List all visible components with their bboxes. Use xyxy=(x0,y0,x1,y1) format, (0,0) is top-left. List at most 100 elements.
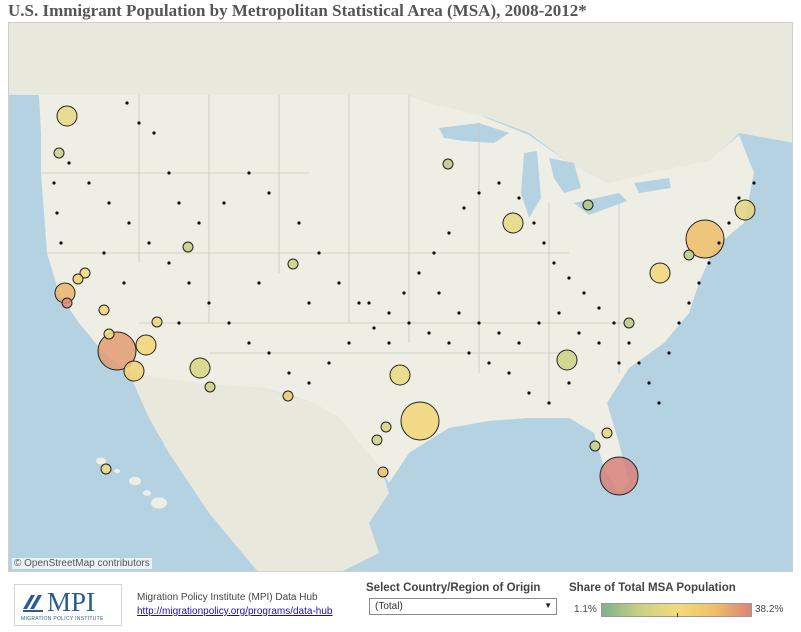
msa-symbol xyxy=(79,267,91,279)
logo-subtitle: MIGRATION POLICY INSTITUTE xyxy=(21,616,104,622)
msa-symbol xyxy=(377,466,389,478)
msa-dot xyxy=(677,321,681,325)
msa-dot xyxy=(697,281,701,285)
msa-symbol xyxy=(683,249,695,261)
data-hub-link[interactable]: http://migrationpolicy.org/programs/data… xyxy=(137,606,333,617)
msa-symbol xyxy=(623,317,635,329)
msa-symbols xyxy=(52,101,756,496)
msa-symbol xyxy=(56,105,78,127)
msa-symbol xyxy=(734,199,756,221)
origin-filter-label: Select Country/Region of Origin xyxy=(366,582,541,594)
map-title: U.S. Immigrant Population by Metropolita… xyxy=(8,1,587,20)
gulf-of-mexico xyxy=(409,418,599,523)
msa-dot xyxy=(167,261,171,265)
msa-dot xyxy=(437,291,441,295)
legend-tick xyxy=(677,613,678,617)
msa-dot xyxy=(582,291,586,295)
map-view[interactable]: © OpenStreetMap contributors xyxy=(8,22,793,572)
msa-dot xyxy=(427,331,431,335)
msa-dot xyxy=(457,311,461,315)
msa-symbol xyxy=(371,434,383,446)
msa-symbol xyxy=(389,364,411,386)
msa-dot xyxy=(127,221,131,225)
hawaii-island xyxy=(151,497,167,509)
msa-dot xyxy=(687,301,691,305)
msa-symbol xyxy=(601,427,613,439)
legend-title: Share of Total MSA Population xyxy=(569,582,736,594)
msa-dot xyxy=(187,281,191,285)
mpi-logo[interactable]: MPI MIGRATION POLICY INSTITUTE xyxy=(14,584,122,626)
msa-dot xyxy=(637,361,641,365)
msa-dot xyxy=(247,341,251,345)
hawaii-island xyxy=(129,476,141,486)
legend-min-value: 1.1% xyxy=(574,604,597,615)
msa-dot xyxy=(507,371,511,375)
msa-dot xyxy=(597,341,601,345)
msa-symbol xyxy=(204,381,216,393)
msa-symbol xyxy=(582,199,594,211)
msa-dot xyxy=(59,241,63,245)
hawaii-island xyxy=(96,457,106,465)
msa-dot xyxy=(67,161,71,165)
msa-dot xyxy=(125,101,129,105)
msa-dot xyxy=(447,231,451,235)
hawaii-island xyxy=(114,468,120,474)
origin-select[interactable]: (Total) ▼ xyxy=(369,598,557,615)
msa-symbol xyxy=(589,440,601,452)
msa-dot xyxy=(467,351,471,355)
chevron-down-icon: ▼ xyxy=(544,601,552,610)
msa-dot xyxy=(567,276,571,280)
msa-dot xyxy=(477,191,481,195)
msa-symbol xyxy=(685,219,725,259)
msa-dot xyxy=(402,291,406,295)
msa-symbol xyxy=(135,334,157,356)
msa-dot xyxy=(317,251,321,255)
us-land xyxy=(39,95,754,493)
mexico-land xyxy=(129,373,389,571)
msa-dot xyxy=(517,196,521,200)
mpi-flag-icon xyxy=(23,595,43,612)
msa-symbol xyxy=(556,349,578,371)
msa-symbol xyxy=(123,360,145,382)
msa-dot xyxy=(447,341,451,345)
msa-dot xyxy=(372,326,376,330)
msa-dot xyxy=(647,381,651,385)
map-attribution[interactable]: © OpenStreetMap contributors xyxy=(12,558,152,569)
msa-dot xyxy=(477,321,481,325)
msa-dot xyxy=(152,131,156,135)
msa-dot xyxy=(387,311,391,315)
msa-dot xyxy=(542,241,546,245)
msa-symbol xyxy=(98,304,110,316)
msa-symbol xyxy=(100,463,112,475)
msa-dot xyxy=(197,221,201,225)
msa-dot xyxy=(417,271,421,275)
msa-dot xyxy=(122,281,126,285)
msa-dot xyxy=(267,351,271,355)
msa-symbol xyxy=(502,212,524,234)
msa-dot xyxy=(177,321,181,325)
msa-dot xyxy=(727,221,731,225)
logo-text: MPI xyxy=(47,587,96,617)
msa-dot xyxy=(567,381,571,385)
lake-ontario xyxy=(634,178,671,193)
msa-symbol xyxy=(599,456,639,496)
msa-dot xyxy=(707,261,711,265)
msa-symbol xyxy=(151,316,163,328)
msa-dot xyxy=(137,121,141,125)
msa-dot xyxy=(667,351,671,355)
msa-dot xyxy=(107,201,111,205)
msa-dot xyxy=(487,361,491,365)
msa-dot xyxy=(407,321,411,325)
msa-dot xyxy=(247,171,251,175)
us-map[interactable] xyxy=(9,23,793,572)
msa-symbol xyxy=(649,262,671,284)
msa-symbol xyxy=(282,390,294,402)
msa-dot xyxy=(52,181,56,185)
msa-dot xyxy=(167,171,171,175)
msa-dot xyxy=(307,301,311,305)
msa-symbol xyxy=(400,401,440,441)
msa-dot xyxy=(717,241,721,245)
msa-dot xyxy=(327,361,331,365)
msa-dot xyxy=(227,321,231,325)
msa-dot xyxy=(557,311,561,315)
